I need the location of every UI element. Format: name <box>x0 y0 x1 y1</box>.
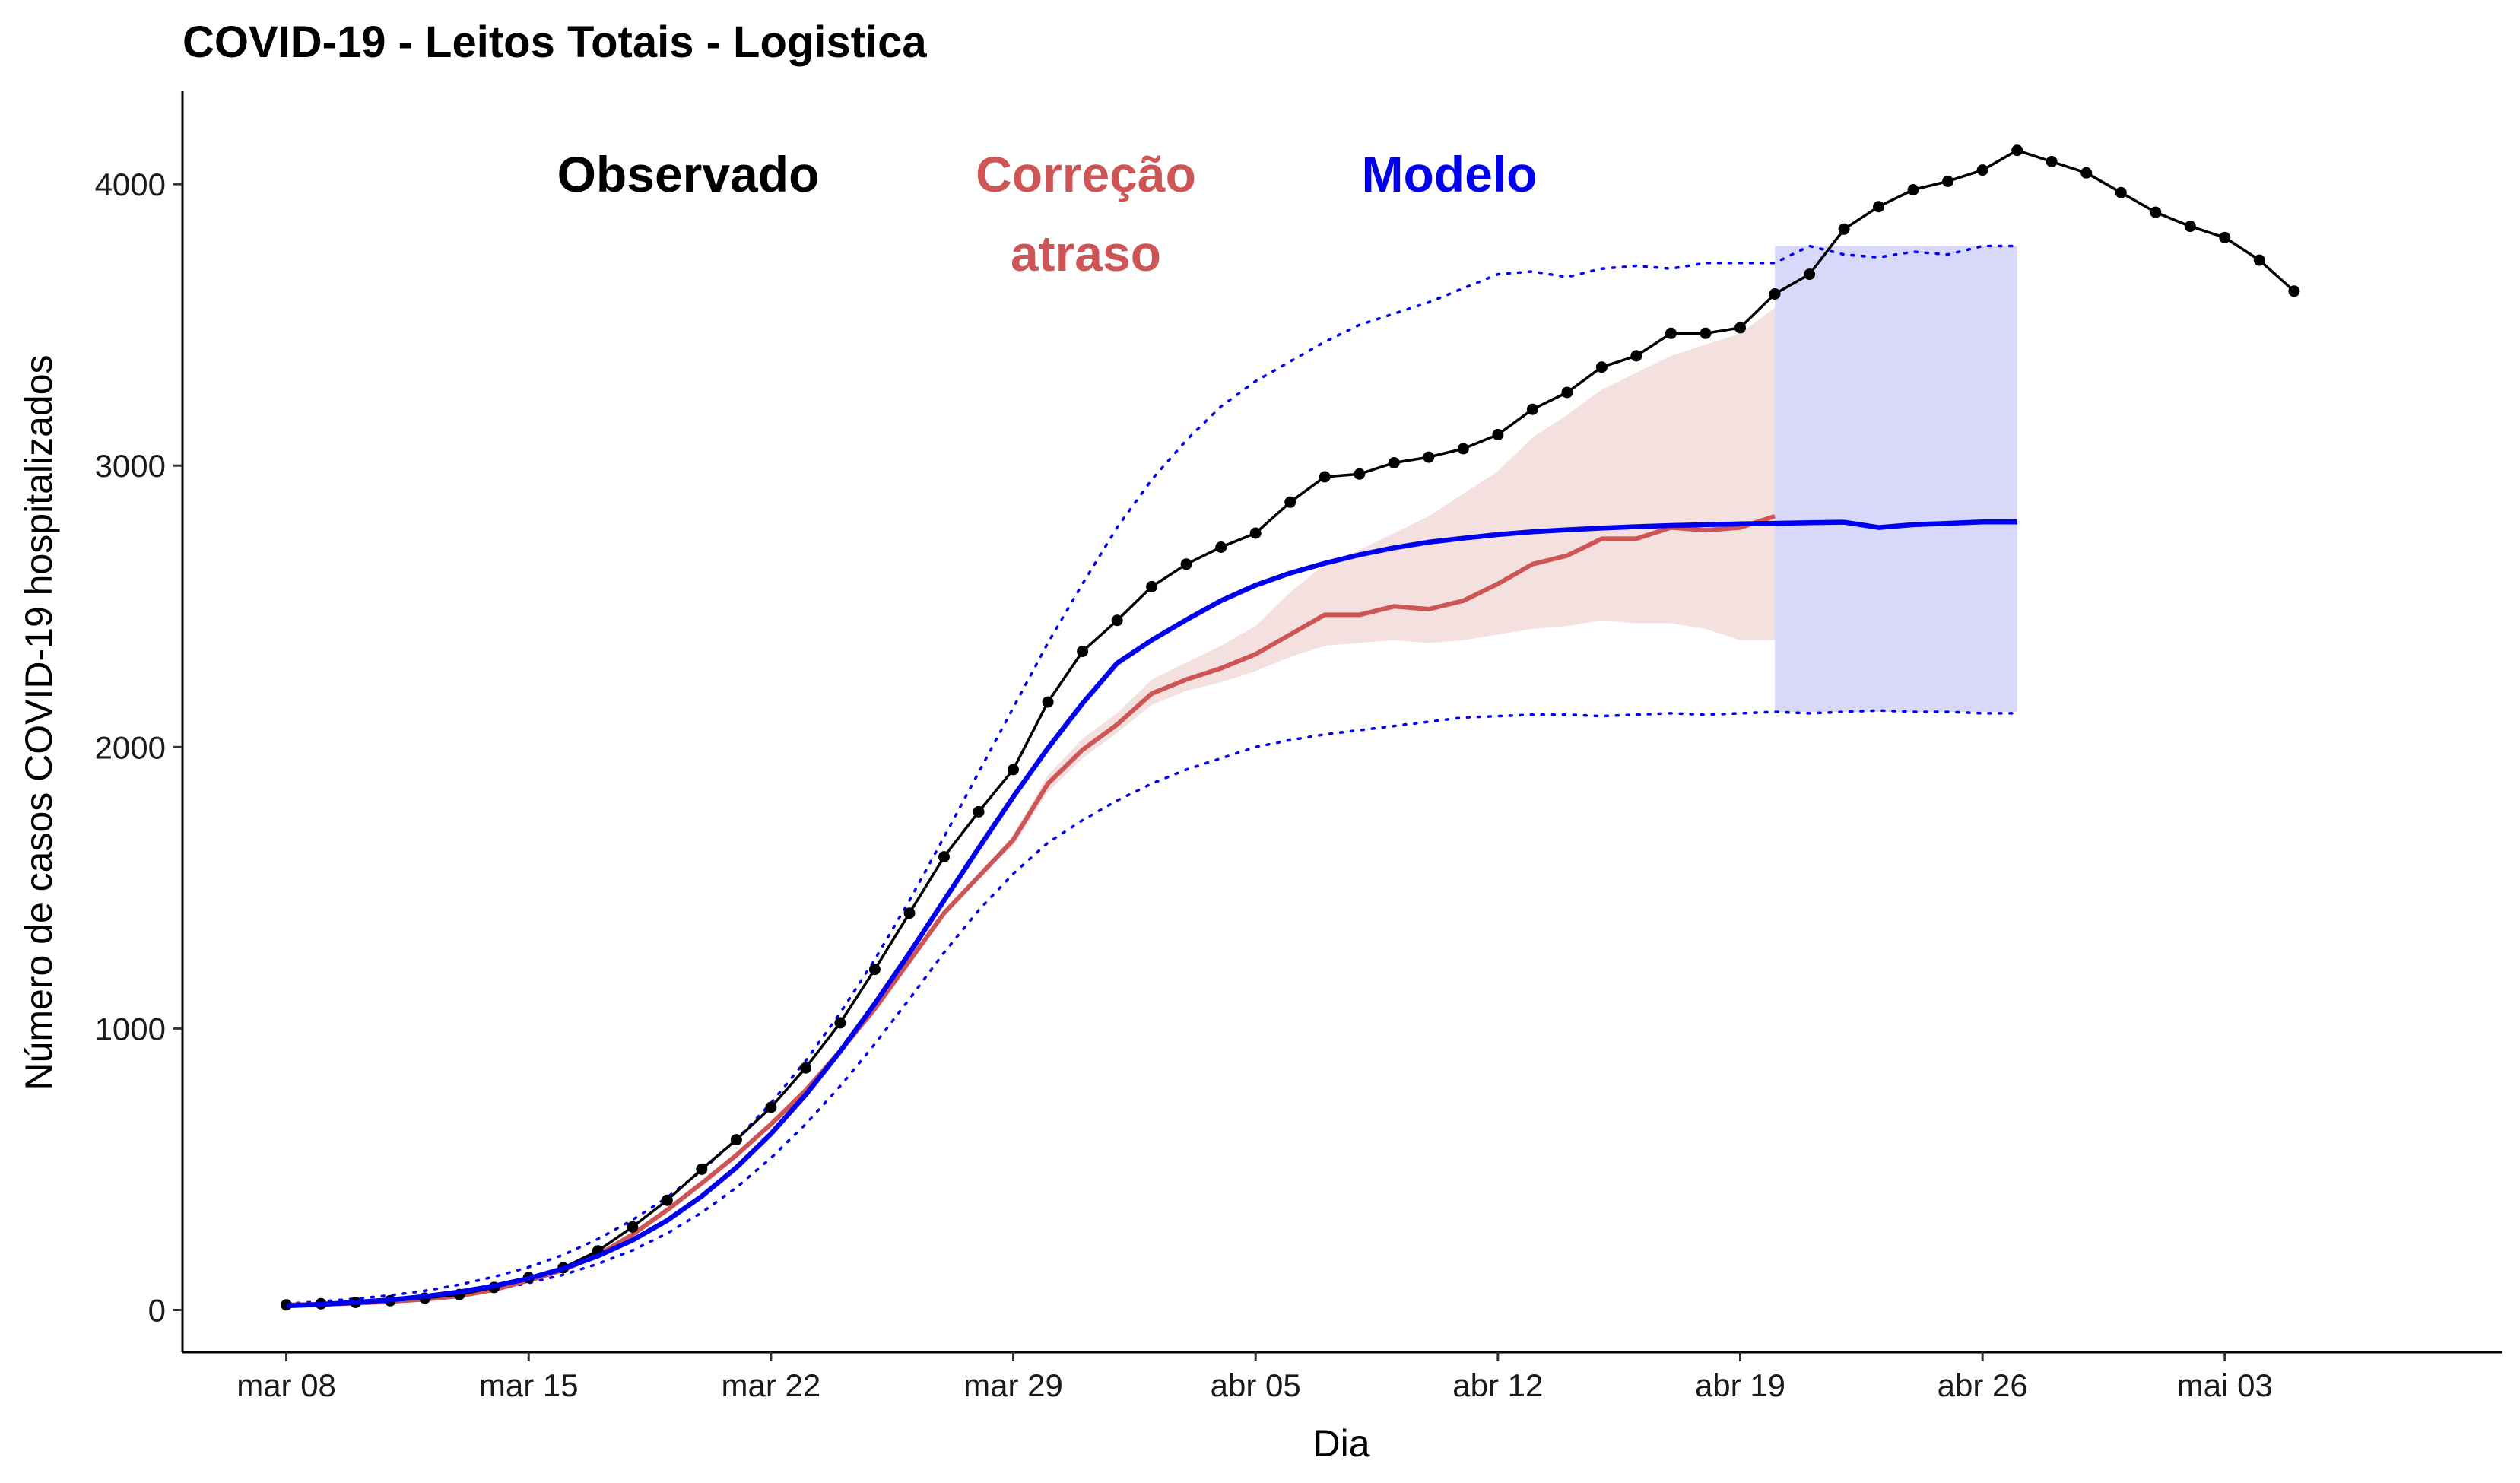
x-tick-label: abr 26 <box>1938 1367 2028 1403</box>
observed-point <box>1630 350 1642 362</box>
observed-point <box>1561 386 1573 399</box>
observed-point <box>2288 285 2300 297</box>
observed-point <box>1492 429 1504 440</box>
observed-point <box>1354 468 1366 480</box>
legend-label: Modelo <box>1362 146 1538 202</box>
correction-line <box>286 513 1776 1307</box>
observed-point <box>2080 167 2093 179</box>
observed-point <box>627 1221 639 1233</box>
y-tick-label: 0 <box>148 1292 166 1328</box>
observed-point <box>2046 156 2058 167</box>
x-tick-label: mar 29 <box>963 1367 1063 1403</box>
legend-label: atraso <box>1011 225 1161 281</box>
plot-area <box>281 144 2300 1311</box>
y-tick-label: 1000 <box>95 1011 166 1046</box>
observed-point <box>1526 403 1538 415</box>
x-tick-label: mar 15 <box>479 1367 579 1403</box>
axes: 0 1000 2000 3000 4000 mar 08 mar 15 mar 22 mar 2… <box>95 91 2502 1403</box>
observed-point <box>938 851 950 863</box>
observed-point <box>1146 580 1158 592</box>
model-upper-bound <box>284 244 2019 1306</box>
x-tick-label: abr 19 <box>1695 1367 1785 1403</box>
observed-point <box>1319 471 1331 483</box>
correction-band <box>286 308 1776 1305</box>
observed-point <box>1008 764 1019 776</box>
observed-point <box>1838 223 1850 235</box>
observed-point <box>2011 144 2023 157</box>
observed-point <box>2219 231 2231 243</box>
observed-point <box>730 1134 742 1146</box>
observed-point <box>2184 221 2196 233</box>
observed-point <box>973 805 985 818</box>
observed-point <box>1180 558 1192 570</box>
observed-point <box>1700 327 1712 339</box>
y-tick-label: 2000 <box>95 729 166 765</box>
observed-point <box>1665 327 1677 339</box>
observed-point <box>1388 457 1400 468</box>
y-axis-title: Número de casos COVID-19 hospitalizados <box>17 354 60 1090</box>
observed-point <box>2115 186 2127 198</box>
x-tick-label: mar 22 <box>722 1367 821 1403</box>
y-tick-label: 3000 <box>95 448 166 484</box>
observed-point <box>765 1101 777 1113</box>
observed-point <box>1942 175 1954 187</box>
observed-point <box>2150 206 2162 218</box>
observed-point <box>1284 496 1296 508</box>
observed-point <box>1734 322 1746 334</box>
chart-title: COVID-19 - Leitos Totais - Logistica <box>182 17 927 67</box>
observed-point <box>1042 696 1054 708</box>
observed-point <box>1215 541 1227 553</box>
observed-point <box>799 1062 811 1074</box>
observed-point <box>1595 361 1608 373</box>
observed-point <box>696 1163 708 1175</box>
observed-point <box>661 1194 673 1206</box>
observed-point <box>1873 201 1885 213</box>
x-tick-label: abr 05 <box>1211 1367 1301 1403</box>
y-tick-label: 4000 <box>95 167 166 202</box>
observed-point <box>2253 254 2265 266</box>
x-tick-label: abr 12 <box>1452 1367 1543 1403</box>
observed-point <box>1077 646 1089 657</box>
forecast-band <box>1775 246 2017 713</box>
x-tick-label: mai 03 <box>2177 1367 2273 1403</box>
observed-point <box>903 907 916 919</box>
observed-point <box>1769 288 1781 300</box>
observed-point <box>1457 443 1469 455</box>
x-tick-label: mar 08 <box>236 1367 336 1403</box>
observed-point <box>1907 184 1919 195</box>
observed-point <box>1249 527 1262 539</box>
observed-point <box>868 964 881 976</box>
observed-point <box>834 1017 846 1029</box>
legend-label: Observado <box>557 146 820 202</box>
observed-point <box>1804 268 1816 281</box>
observed-point <box>1976 164 1988 176</box>
model-lower-bound <box>284 709 2019 1308</box>
x-axis-title: Dia <box>1312 1422 1369 1465</box>
model-line <box>286 519 2017 1309</box>
observed-point <box>1111 614 1123 627</box>
observed-point <box>1423 451 1435 463</box>
legend: Observado Correção atraso Modelo <box>557 146 1538 281</box>
legend-label: Correção <box>976 146 1196 202</box>
observed-points <box>281 144 2300 1311</box>
